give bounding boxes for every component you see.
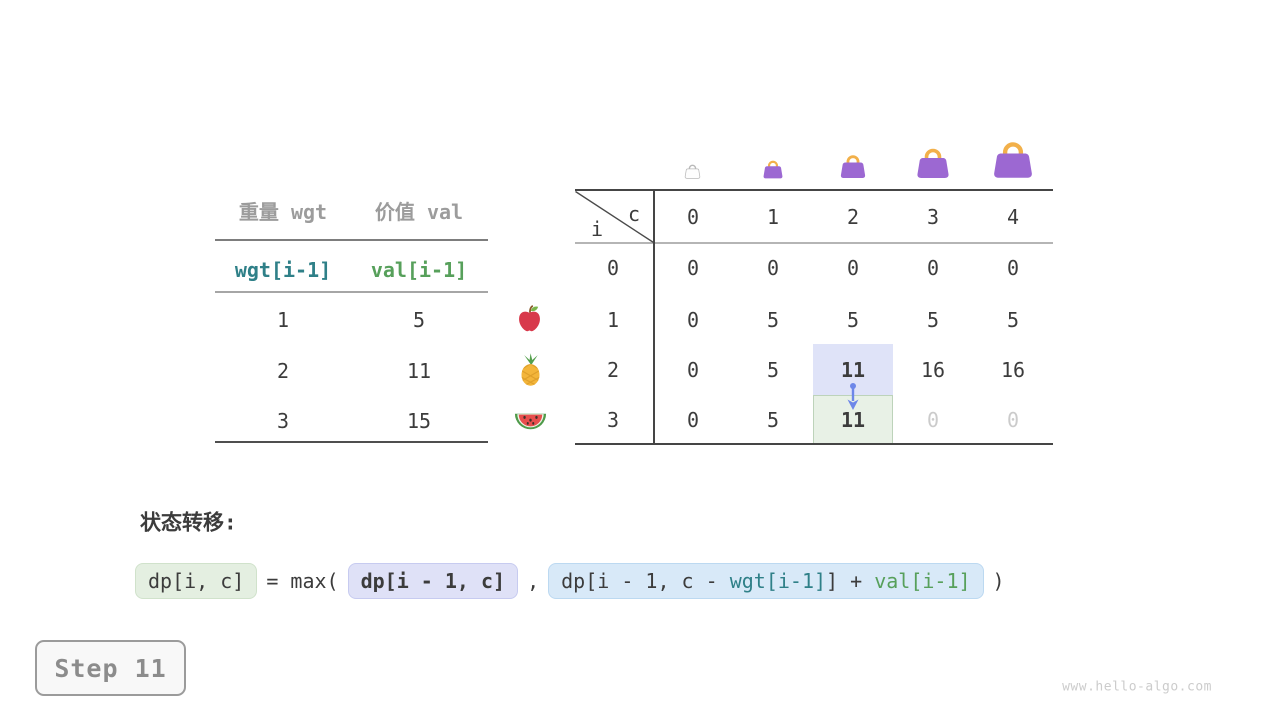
item-row-wgt: 1 [276,308,290,332]
bag-capacity-1-icon [763,160,783,179]
dp-row-header: 2 [606,358,620,382]
formula-arg2-mid: ] + [826,569,875,593]
dp-cell: 5 [766,408,780,432]
dp-cell: 5 [846,308,860,332]
formula-arg2-prefix: dp[i - 1, c - [561,569,730,593]
dp-cell-source: 11 [840,358,866,382]
pineapple-icon [521,353,540,386]
formula-lhs-chip: dp[i, c] [135,563,258,599]
dp-corner-col-var: c [627,202,641,226]
items-table-bottom-rule [215,441,488,443]
dp-table-bottom-rule [575,443,1053,445]
dp-row-header: 0 [606,256,620,280]
dp-col-header: 4 [1006,205,1020,229]
dp-table-header-rule [575,242,1053,244]
watermark: www.hello-algo.com [1062,679,1212,695]
dp-cell: 5 [926,308,940,332]
formula-arg2-wgt: wgt[i-1] [729,569,827,593]
formula-close-paren: ) [992,569,1005,593]
items-header-wgt: wgt[i-1] [234,258,332,282]
transition-arrow-icon [847,383,859,410]
items-table-top-rule [215,239,488,241]
dp-cell: 0 [686,408,700,432]
state-transition-formula: dp[i, c] = max( dp[i - 1, c] , dp[i - 1,… [135,562,1005,600]
dp-cell: 0 [766,256,780,280]
items-table-mid-rule [215,291,488,293]
dp-cell: 5 [1006,308,1020,332]
item-row-wgt: 3 [276,409,290,433]
bag-capacity-3-icon [917,148,949,178]
dp-col-header: 3 [926,205,940,229]
dp-cell: 0 [846,256,860,280]
bag-capacity-4-icon [994,142,1032,178]
dp-cell: 0 [1006,256,1020,280]
item-row-val: 15 [406,409,432,433]
dp-col-header: 2 [846,205,860,229]
dp-row-header: 1 [606,308,620,332]
dp-cell-target: 11 [840,408,866,432]
watermelon-icon [514,413,547,430]
dp-row-header: 3 [606,408,620,432]
items-col-weight-title: 重量 wgt [238,200,328,224]
dp-cell-muted: 0 [926,408,940,432]
dp-cell: 0 [686,358,700,382]
dp-cell: 5 [766,308,780,332]
bag-capacity-2-icon [840,155,866,179]
dp-table-vertical-rule [653,190,655,444]
formula-arg2-val: val[i-1] [874,569,971,593]
step-badge-label: Step 11 [54,653,167,683]
item-row-val: 5 [412,308,426,332]
step-badge: Step 11 [35,640,186,696]
dp-cell: 16 [1000,358,1026,382]
dp-cell-muted: 0 [1006,408,1020,432]
dp-col-header: 0 [686,205,700,229]
apple-icon [519,305,540,332]
formula-arg1-chip: dp[i - 1, c] [347,563,519,599]
dp-table-top-rule [575,189,1053,191]
dp-cell: 16 [920,358,946,382]
formula-arg2-chip: dp[i - 1, c - wgt[i-1]] + val[i-1] [548,563,984,599]
dp-cell: 0 [686,256,700,280]
formula-comma: , [527,569,540,593]
item-row-val: 11 [406,359,432,383]
items-header-val: val[i-1] [370,258,468,282]
dp-cell: 0 [926,256,940,280]
items-col-value-title: 价值 val [374,200,464,224]
dp-corner-row-var: i [590,217,604,241]
dp-col-header: 1 [766,205,780,229]
dp-cell: 0 [686,308,700,332]
item-row-wgt: 2 [276,359,290,383]
bag-capacity-0-icon [684,164,701,179]
formula-operator: = max( [266,569,339,593]
dp-cell: 5 [766,358,780,382]
state-transition-label: 状态转移: [140,510,237,535]
dp-corner-diagonal [575,191,654,243]
